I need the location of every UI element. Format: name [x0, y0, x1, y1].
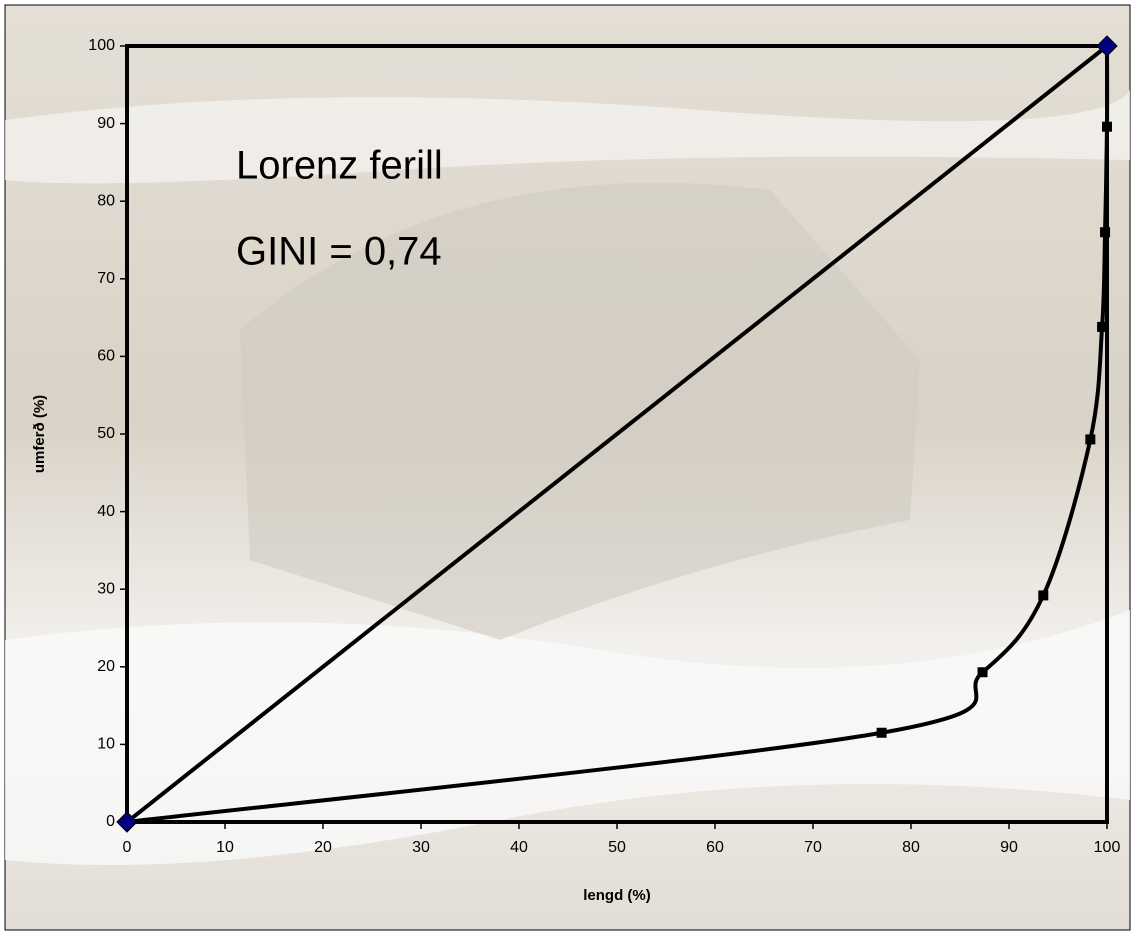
- x-tick-label: 10: [216, 839, 234, 856]
- y-tick-label: 0: [106, 813, 115, 830]
- square-marker: [1085, 434, 1095, 444]
- annotation: GINI = 0,74: [236, 230, 442, 274]
- y-tick-label: 30: [97, 580, 115, 597]
- x-tick-label: 90: [1000, 839, 1018, 856]
- square-marker: [978, 667, 988, 677]
- x-tick-label: 70: [804, 839, 822, 856]
- x-axis-title: lengd (%): [583, 887, 651, 904]
- annotation: Lorenz ferill: [236, 144, 443, 188]
- y-tick-label: 70: [97, 270, 115, 287]
- x-tick-label: 40: [510, 839, 528, 856]
- y-tick-label: 20: [97, 658, 115, 675]
- x-tick-label: 50: [608, 839, 626, 856]
- page: {"chart_data": {"type": "line", "annotat…: [0, 0, 1135, 940]
- square-marker: [1102, 122, 1112, 132]
- square-marker: [1097, 322, 1107, 332]
- square-marker: [1100, 227, 1110, 237]
- y-tick-label: 100: [88, 37, 115, 54]
- y-tick-label: 80: [97, 192, 115, 209]
- x-tick-label: 80: [902, 839, 920, 856]
- y-tick-label: 90: [97, 115, 115, 132]
- y-tick-label: 10: [97, 736, 115, 753]
- y-tick-label: 60: [97, 348, 115, 365]
- square-marker: [877, 728, 887, 738]
- x-tick-label: 0: [123, 839, 132, 856]
- chart: Lorenz ferill GINI = 0,74 lengd (%) umfe…: [0, 0, 1135, 935]
- y-tick-label: 40: [97, 503, 115, 520]
- x-tick-label: 60: [706, 839, 724, 856]
- x-tick-label: 30: [412, 839, 430, 856]
- y-axis-title: umferð (%): [31, 395, 48, 473]
- x-tick-label: 20: [314, 839, 332, 856]
- x-tick-label: 100: [1094, 839, 1121, 856]
- square-marker: [1038, 590, 1048, 600]
- y-tick-label: 50: [97, 425, 115, 442]
